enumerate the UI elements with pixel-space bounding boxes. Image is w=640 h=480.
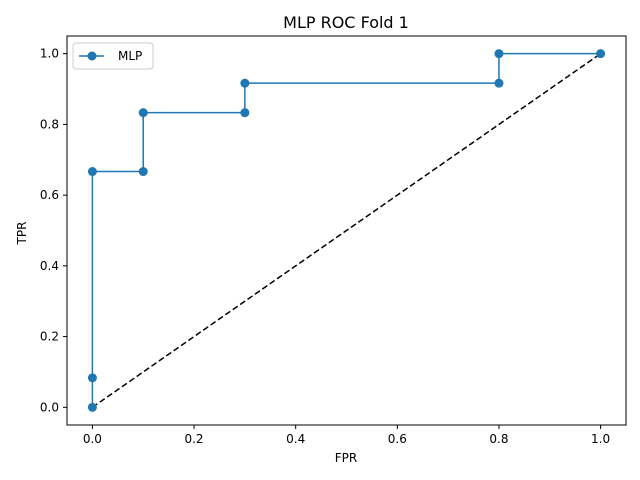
data-point — [87, 167, 97, 177]
x-tick-label: 1.0 — [591, 432, 610, 446]
y-tick-label: 0.6 — [40, 188, 59, 202]
legend-label-mlp: MLP — [118, 49, 142, 63]
legend-marker-swatch — [87, 51, 97, 61]
data-point — [494, 49, 504, 59]
data-point — [596, 49, 606, 59]
data-point — [138, 167, 148, 177]
data-point — [87, 402, 97, 412]
reference-diagonal-line — [91, 53, 602, 408]
x-tick-label: 0.0 — [83, 432, 102, 446]
legend-box — [72, 42, 154, 70]
y-tick-label: 1.0 — [40, 47, 59, 61]
data-point — [494, 78, 504, 88]
x-tick-label: 0.4 — [286, 432, 305, 446]
plot-area — [87, 49, 606, 412]
series-line-mlp — [91, 52, 601, 408]
data-point — [240, 108, 250, 118]
x-tick-label: 0.6 — [388, 432, 407, 446]
x-axis-label: FPR — [335, 451, 357, 465]
x-tick-label: 0.2 — [184, 432, 203, 446]
data-point — [87, 373, 97, 383]
y-tick-label: 0.8 — [40, 117, 59, 131]
legend: MLP — [72, 42, 154, 70]
y-tick-label: 0.4 — [40, 259, 59, 273]
data-point — [138, 108, 148, 118]
y-tick-label: 0.2 — [40, 330, 59, 344]
chart-title: MLP ROC Fold 1 — [283, 13, 409, 32]
data-point — [240, 78, 250, 88]
axes-frame — [66, 35, 627, 426]
x-tick-label: 0.8 — [489, 432, 508, 446]
y-axis-ticks: 0.0 0.2 0.4 0.6 0.8 1.0 — [40, 47, 67, 414]
axes-border — [66, 35, 627, 426]
x-axis-ticks: 0.0 0.2 0.4 0.6 0.8 1.0 — [83, 425, 610, 446]
y-axis-label: TPR — [15, 222, 29, 246]
y-tick-label: 0.0 — [40, 400, 59, 414]
